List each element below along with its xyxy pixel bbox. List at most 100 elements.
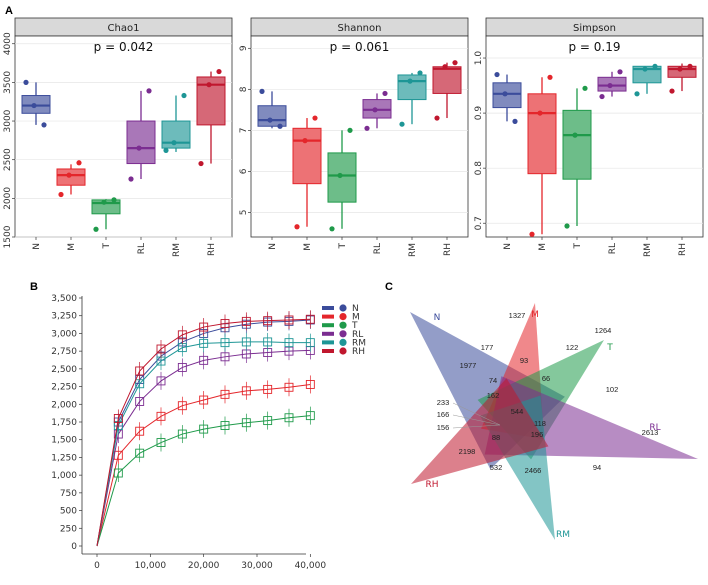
box-m: [527, 93, 557, 175]
leader-line: [452, 424, 501, 429]
data-point: [502, 91, 508, 97]
y-tick-label: 8: [239, 86, 249, 92]
y-tick-label: 3500: [3, 71, 13, 94]
p-value-annotation: p = 0.042: [94, 40, 154, 54]
facet-title: Shannon: [338, 23, 382, 34]
data-point: [66, 172, 72, 178]
count-label: 1327: [509, 311, 526, 320]
data-point: [136, 145, 142, 151]
data-point: [364, 125, 370, 131]
count-label: 196: [531, 430, 544, 439]
y-tick-label: 5: [239, 210, 249, 216]
data-point: [442, 64, 448, 70]
data-point: [407, 78, 413, 84]
data-point: [537, 110, 543, 116]
x-tick-label: RL: [608, 243, 618, 254]
y-tick-label: 3000: [3, 109, 13, 132]
count-label: 1977: [460, 361, 477, 370]
petal-label: RH: [425, 480, 438, 490]
petal-rh: [411, 378, 549, 484]
data-point: [337, 172, 343, 179]
data-point: [599, 93, 605, 100]
y-tick-label: 1,000: [51, 471, 77, 481]
count-label: 1264: [595, 326, 612, 335]
y-tick-label: 0: [71, 542, 77, 552]
count-label: 94: [593, 463, 601, 472]
x-tick-label: RH: [678, 243, 688, 256]
count-label: 233: [437, 398, 450, 407]
legend-key-dot: [339, 338, 347, 346]
data-point: [669, 88, 675, 94]
y-tick-label: 2,500: [51, 365, 77, 375]
data-point: [582, 85, 588, 91]
count-label: 88: [492, 433, 500, 442]
petal-label: N: [434, 313, 441, 323]
box-marker: [263, 384, 273, 394]
data-point: [216, 68, 222, 75]
box-t: [327, 152, 357, 203]
data-point: [634, 91, 640, 97]
panel-c-label: C: [385, 281, 393, 293]
y-tick-label: 9: [239, 45, 249, 51]
data-point: [434, 115, 440, 121]
count-label: 93: [520, 356, 528, 365]
shannon-boxplot: Shannon 5 6 7 8 9 N M T RL RM RH p = 0.061: [239, 17, 469, 257]
y-tick-label: 250: [60, 524, 77, 534]
data-point: [111, 197, 117, 203]
x-tick-label: RL: [137, 243, 147, 254]
data-point: [41, 122, 47, 128]
data-point: [259, 88, 265, 94]
box-marker: [241, 418, 251, 428]
y-tick-label: 7: [239, 127, 249, 133]
box-marker: [241, 337, 251, 347]
legend-key-line: [322, 306, 334, 310]
x-tick-label: T: [573, 243, 583, 250]
y-tick-label: 0.7: [474, 216, 484, 230]
data-point: [687, 63, 693, 69]
data-point: [617, 69, 623, 75]
box-marker: [199, 322, 209, 332]
box-marker: [263, 416, 273, 426]
x-tick-label: RH: [443, 243, 453, 256]
box-marker: [113, 414, 123, 423]
petal-label: M: [531, 310, 539, 320]
box-marker: [305, 379, 315, 389]
y-tick-label: 3,250: [51, 312, 77, 322]
y-tick-label: 1,750: [51, 418, 77, 428]
data-point: [294, 224, 300, 230]
box-rh: [432, 66, 462, 94]
flower-venn-diagram: N M T RL RM RH 1327 177 122 1264 1977 93 102 233 74 66 1…: [410, 303, 698, 540]
data-point: [58, 191, 64, 198]
chao1-boxplot: Chao1 1500 2000 2500 3000 3500 4000 N M T RL RM RH p …: [3, 17, 233, 257]
data-point: [399, 121, 405, 127]
count-label: 66: [542, 374, 550, 383]
box-marker: [241, 386, 251, 396]
data-point: [198, 160, 204, 167]
x-tick-label: T: [338, 243, 348, 250]
box-marker: [156, 411, 166, 421]
data-point: [652, 63, 658, 69]
plot-frame: [250, 35, 469, 238]
legend-label: RH: [352, 347, 365, 357]
y-tick-label: 2500: [3, 148, 13, 171]
data-point: [267, 117, 273, 123]
petal-label: T: [606, 343, 613, 353]
box-marker: [284, 382, 294, 392]
count-label: 166: [437, 410, 450, 419]
count-label: 532: [490, 463, 503, 472]
box-marker: [263, 337, 273, 347]
x-tick-label: RM: [643, 243, 653, 257]
data-point: [181, 92, 187, 99]
data-point: [128, 176, 134, 182]
p-value-annotation: p = 0.19: [568, 40, 620, 54]
data-point: [93, 226, 99, 232]
x-tick-label: 0: [94, 561, 100, 571]
box-marker: [241, 316, 251, 326]
count-label: 177: [481, 343, 494, 352]
legend-key-line: [322, 349, 334, 353]
box-marker: [305, 411, 315, 421]
x-tick-label: 20,000: [188, 561, 220, 571]
x-tick-label: N: [268, 243, 278, 250]
box-marker: [135, 448, 145, 458]
legend-key-dot: [339, 330, 347, 338]
